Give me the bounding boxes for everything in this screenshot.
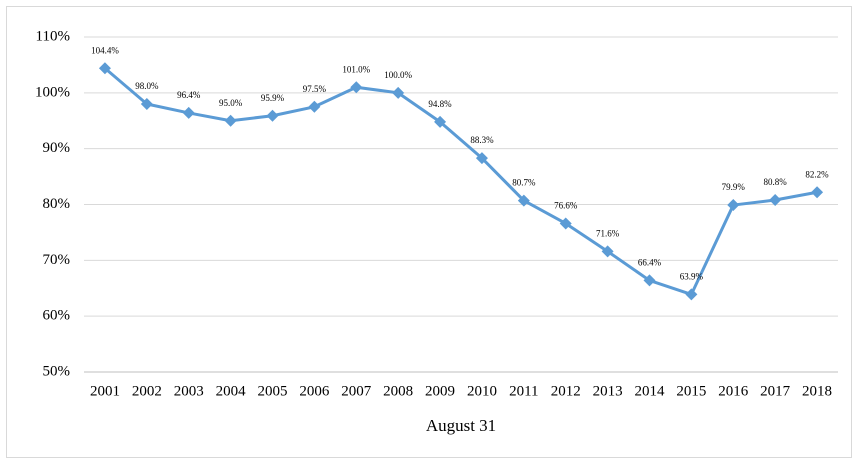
marker <box>224 114 237 127</box>
x-tick-label: 2007 <box>341 383 372 399</box>
value-label: 76.6% <box>554 201 578 211</box>
x-tick-label: 2018 <box>802 383 832 399</box>
y-tick-label: 80% <box>43 196 71 212</box>
marker <box>434 115 447 128</box>
x-tick-label: 2014 <box>635 383 666 399</box>
value-label: 79.9% <box>722 182 746 192</box>
x-tick-label: 2012 <box>551 383 581 399</box>
y-tick-label: 70% <box>43 252 71 268</box>
marker <box>266 109 279 122</box>
y-tick-label: 50% <box>43 363 71 379</box>
marker <box>182 106 195 119</box>
x-tick-label: 2001 <box>90 383 120 399</box>
value-label: 104.4% <box>91 45 119 55</box>
marker <box>685 288 698 301</box>
marker <box>308 100 321 113</box>
marker <box>769 194 782 207</box>
value-label: 95.9% <box>261 93 285 103</box>
marker <box>517 194 530 207</box>
marker <box>601 245 614 258</box>
y-tick-label: 60% <box>43 308 71 324</box>
value-label: 82.2% <box>805 169 829 179</box>
value-label: 98.0% <box>135 81 159 91</box>
chart-border <box>6 6 852 458</box>
marker <box>475 152 488 165</box>
series-line <box>103 67 818 296</box>
marker <box>811 186 824 199</box>
value-label: 95.0% <box>219 98 243 108</box>
marker <box>350 81 363 94</box>
value-label: 94.8% <box>428 99 452 109</box>
y-tick-label: 100% <box>35 84 70 100</box>
value-label: 80.7% <box>512 178 536 188</box>
marker <box>98 62 111 75</box>
value-label: 96.4% <box>177 90 201 100</box>
y-tick-label: 90% <box>43 140 71 156</box>
x-tick-label: 2013 <box>593 383 623 399</box>
value-label: 80.8% <box>764 177 788 187</box>
x-tick-label: 2002 <box>132 383 162 399</box>
value-label: 97.5% <box>303 84 327 94</box>
value-label: 101.0% <box>342 64 370 74</box>
value-label: 66.4% <box>638 257 662 267</box>
marker <box>727 199 740 212</box>
value-label: 100.0% <box>384 70 412 80</box>
marker <box>643 274 656 287</box>
x-tick-label: 2015 <box>676 383 706 399</box>
x-tick-label: 2009 <box>425 383 455 399</box>
x-tick-label: 2010 <box>467 383 497 399</box>
value-label: 71.6% <box>596 228 620 238</box>
x-tick-label: 2004 <box>216 383 247 399</box>
x-tick-label: 2011 <box>509 383 538 399</box>
value-label: 63.9% <box>680 271 704 281</box>
x-tick-label: 2006 <box>299 383 330 399</box>
value-label: 88.3% <box>470 135 494 145</box>
x-tick-label: 2017 <box>760 383 791 399</box>
marker <box>140 98 153 110</box>
x-tick-label: 2003 <box>174 383 204 399</box>
x-tick-label: 2008 <box>383 383 413 399</box>
x-tick-label: 2005 <box>258 383 288 399</box>
marker <box>559 217 572 230</box>
x-tick-label: 2016 <box>718 383 749 399</box>
marker <box>392 86 405 99</box>
y-tick-label: 110% <box>36 28 70 44</box>
x-axis-title: August 31 <box>426 416 496 435</box>
